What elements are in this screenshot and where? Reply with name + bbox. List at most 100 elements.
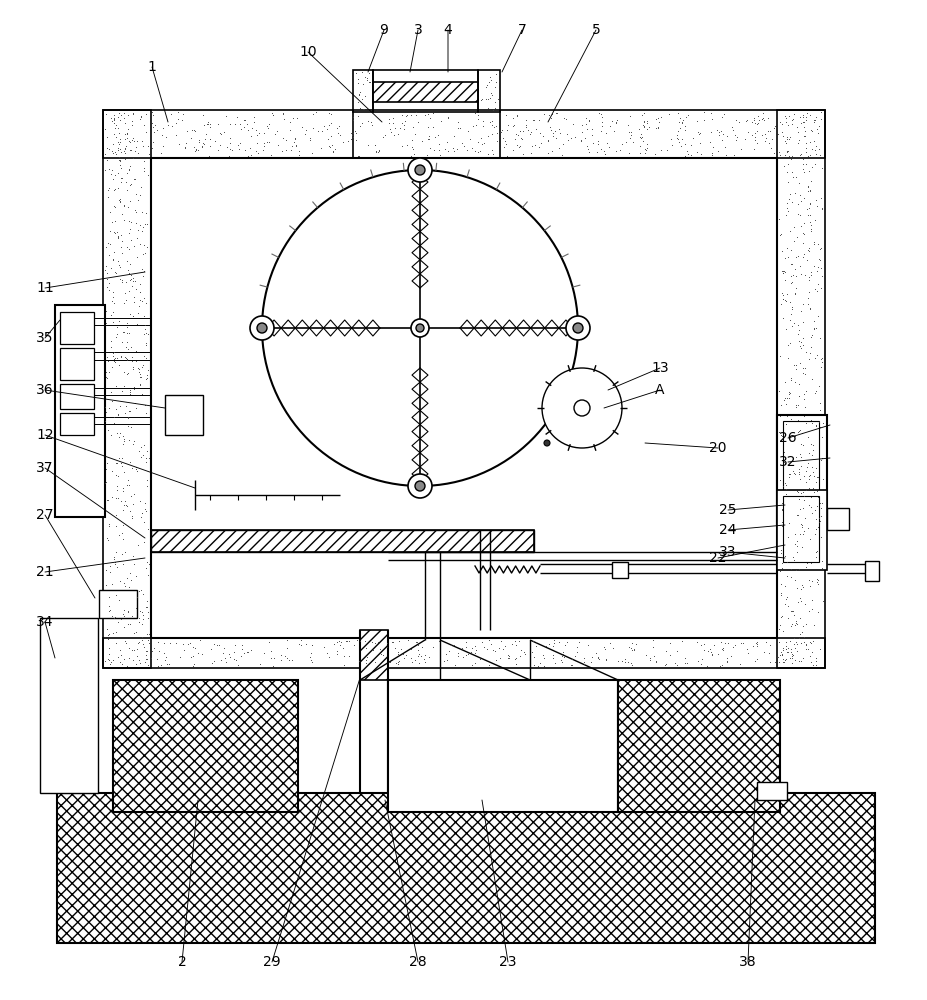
Point: [438, 646, 453, 662]
Point: [661, 106, 676, 122]
Point: [121, 213, 136, 229]
Point: [114, 493, 129, 509]
Point: [136, 237, 151, 253]
Point: [124, 278, 139, 294]
Point: [778, 641, 793, 657]
Point: [451, 120, 466, 136]
Point: [113, 160, 128, 176]
Point: [516, 644, 531, 660]
Point: [277, 648, 292, 664]
Point: [210, 116, 224, 132]
Point: [397, 117, 412, 133]
Point: [786, 428, 801, 444]
Point: [774, 291, 789, 307]
Point: [648, 111, 663, 127]
Point: [486, 119, 501, 135]
Point: [693, 146, 708, 162]
Point: [783, 256, 798, 272]
Point: [100, 492, 115, 508]
Point: [125, 130, 140, 146]
Point: [390, 654, 405, 670]
Point: [114, 206, 129, 222]
Point: [703, 644, 717, 660]
Point: [185, 639, 200, 655]
Point: [787, 526, 802, 542]
Point: [140, 643, 155, 659]
Point: [805, 480, 819, 496]
Point: [382, 121, 397, 137]
Point: [810, 489, 825, 505]
Circle shape: [415, 324, 424, 332]
Point: [484, 87, 499, 103]
Text: 28: 28: [409, 955, 426, 969]
Point: [555, 649, 570, 665]
Point: [625, 134, 640, 150]
Point: [791, 423, 806, 439]
Point: [98, 303, 113, 319]
Point: [481, 74, 496, 90]
Point: [130, 537, 145, 553]
Point: [785, 647, 800, 663]
Point: [390, 646, 405, 662]
Point: [232, 116, 247, 132]
Point: [754, 111, 768, 127]
Point: [677, 655, 692, 671]
Point: [527, 634, 542, 650]
Point: [728, 127, 743, 143]
Point: [359, 640, 374, 656]
Point: [789, 643, 804, 659]
Point: [525, 112, 540, 128]
Point: [405, 119, 420, 135]
Point: [507, 651, 522, 667]
Point: [794, 193, 808, 209]
Point: [810, 510, 825, 526]
Point: [102, 640, 117, 656]
Point: [708, 122, 723, 138]
Point: [207, 653, 222, 669]
Point: [350, 71, 365, 87]
Point: [237, 112, 252, 128]
Point: [123, 503, 138, 519]
Point: [501, 647, 515, 663]
Point: [99, 577, 114, 593]
Point: [810, 604, 825, 620]
Point: [738, 113, 753, 129]
Point: [132, 364, 146, 380]
Point: [140, 370, 155, 386]
Point: [650, 119, 665, 135]
Point: [103, 384, 118, 400]
Point: [279, 640, 294, 656]
Point: [132, 284, 146, 300]
Point: [811, 402, 826, 418]
Point: [783, 646, 798, 662]
Point: [112, 193, 127, 209]
Point: [535, 128, 550, 144]
Point: [411, 637, 425, 653]
Point: [124, 214, 139, 230]
Point: [121, 603, 135, 619]
Point: [539, 638, 553, 654]
Point: [523, 145, 538, 161]
Point: [298, 122, 313, 138]
Point: [784, 267, 799, 283]
Point: [128, 656, 143, 672]
Point: [784, 616, 799, 632]
Point: [379, 639, 394, 655]
Point: [117, 105, 132, 121]
Point: [804, 573, 819, 589]
Point: [704, 647, 718, 663]
Point: [780, 610, 794, 626]
Point: [352, 633, 367, 649]
Point: [116, 295, 131, 311]
Point: [200, 116, 215, 132]
Point: [507, 633, 522, 649]
Point: [806, 321, 820, 337]
Point: [540, 145, 555, 161]
Point: [754, 127, 768, 143]
Point: [134, 133, 149, 149]
Point: [790, 317, 805, 333]
Point: [367, 137, 382, 153]
Point: [107, 126, 121, 142]
Point: [443, 637, 458, 653]
Point: [116, 110, 131, 126]
